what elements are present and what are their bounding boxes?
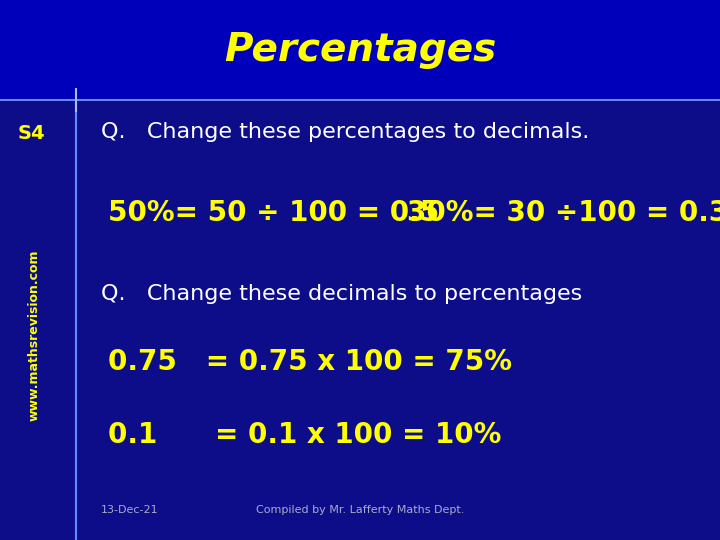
Text: Percentages: Percentages bbox=[224, 31, 496, 69]
Text: S4: S4 bbox=[18, 124, 45, 143]
Text: 0.1      = 0.1 x 100 = 10%: 0.1 = 0.1 x 100 = 10% bbox=[108, 421, 501, 449]
Text: 30%= 30 ÷100 = 0.3: 30%= 30 ÷100 = 0.3 bbox=[407, 199, 720, 227]
Text: www.mathsrevision.com: www.mathsrevision.com bbox=[28, 249, 41, 421]
Text: 50%= 50 ÷ 100 = 0.5: 50%= 50 ÷ 100 = 0.5 bbox=[108, 199, 439, 227]
Text: Q.   Change these percentages to decimals.: Q. Change these percentages to decimals. bbox=[101, 122, 589, 143]
Text: Compiled by Mr. Lafferty Maths Dept.: Compiled by Mr. Lafferty Maths Dept. bbox=[256, 505, 464, 515]
Text: Q.   Change these decimals to percentages: Q. Change these decimals to percentages bbox=[101, 284, 582, 305]
Text: 0.75   = 0.75 x 100 = 75%: 0.75 = 0.75 x 100 = 75% bbox=[108, 348, 512, 376]
Bar bbox=[0, 0, 720, 100]
Text: 13-Dec-21: 13-Dec-21 bbox=[101, 505, 158, 515]
